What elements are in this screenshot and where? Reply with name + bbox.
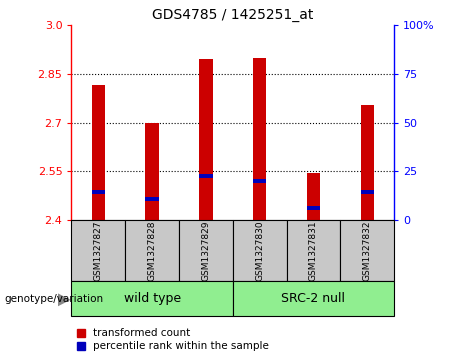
Bar xyxy=(361,190,374,194)
Bar xyxy=(179,220,233,281)
Bar xyxy=(233,220,287,281)
Polygon shape xyxy=(58,293,71,306)
Bar xyxy=(199,60,213,220)
Text: GSM1327832: GSM1327832 xyxy=(363,220,372,281)
Text: GSM1327831: GSM1327831 xyxy=(309,220,318,281)
Bar xyxy=(340,220,394,281)
Bar xyxy=(145,197,159,200)
Bar xyxy=(71,220,125,281)
Text: genotype/variation: genotype/variation xyxy=(5,294,104,305)
Bar xyxy=(92,85,105,220)
Bar xyxy=(71,281,233,316)
Text: GSM1327828: GSM1327828 xyxy=(148,220,157,281)
Bar xyxy=(253,179,266,183)
Bar xyxy=(307,206,320,210)
Bar xyxy=(233,281,394,316)
Bar xyxy=(145,122,159,220)
Bar xyxy=(92,190,105,194)
Text: GSM1327829: GSM1327829 xyxy=(201,220,210,281)
Text: wild type: wild type xyxy=(124,292,181,305)
Bar xyxy=(287,220,340,281)
Title: GDS4785 / 1425251_at: GDS4785 / 1425251_at xyxy=(152,8,313,22)
Bar xyxy=(253,58,266,220)
Bar xyxy=(361,105,374,220)
Bar xyxy=(307,173,320,220)
Text: SRC-2 null: SRC-2 null xyxy=(282,292,345,305)
Text: GSM1327830: GSM1327830 xyxy=(255,220,264,281)
Bar xyxy=(199,174,213,178)
Legend: transformed count, percentile rank within the sample: transformed count, percentile rank withi… xyxy=(77,328,269,351)
Bar xyxy=(125,220,179,281)
Text: GSM1327827: GSM1327827 xyxy=(94,220,103,281)
